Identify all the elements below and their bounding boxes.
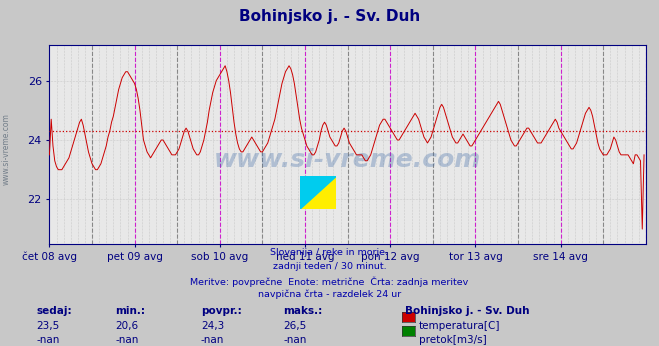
Text: Bohinjsko j. - Sv. Duh: Bohinjsko j. - Sv. Duh xyxy=(239,9,420,24)
Text: Meritve: povprečne  Enote: metrične  Črta: zadnja meritev: Meritve: povprečne Enote: metrične Črta:… xyxy=(190,276,469,286)
Text: maks.:: maks.: xyxy=(283,306,323,316)
Text: 24,3: 24,3 xyxy=(201,321,224,331)
Text: www.si-vreme.com: www.si-vreme.com xyxy=(2,113,11,185)
Text: pretok[m3/s]: pretok[m3/s] xyxy=(419,335,487,345)
Text: min.:: min.: xyxy=(115,306,146,316)
Text: zadnji teden / 30 minut.: zadnji teden / 30 minut. xyxy=(273,262,386,271)
Text: temperatura[C]: temperatura[C] xyxy=(419,321,501,331)
Text: -nan: -nan xyxy=(115,335,138,345)
Text: sedaj:: sedaj: xyxy=(36,306,72,316)
Text: Bohinjsko j. - Sv. Duh: Bohinjsko j. - Sv. Duh xyxy=(405,306,530,316)
Text: www.si-vreme.com: www.si-vreme.com xyxy=(214,148,481,172)
Text: -nan: -nan xyxy=(36,335,59,345)
Text: povpr.:: povpr.: xyxy=(201,306,242,316)
Text: navpična črta - razdelek 24 ur: navpična črta - razdelek 24 ur xyxy=(258,290,401,299)
Polygon shape xyxy=(300,176,336,209)
Polygon shape xyxy=(300,176,336,209)
Text: -nan: -nan xyxy=(283,335,306,345)
Text: Slovenija / reke in morje.: Slovenija / reke in morje. xyxy=(270,248,389,257)
Text: 23,5: 23,5 xyxy=(36,321,59,331)
Text: -nan: -nan xyxy=(201,335,224,345)
Text: 20,6: 20,6 xyxy=(115,321,138,331)
Text: 26,5: 26,5 xyxy=(283,321,306,331)
